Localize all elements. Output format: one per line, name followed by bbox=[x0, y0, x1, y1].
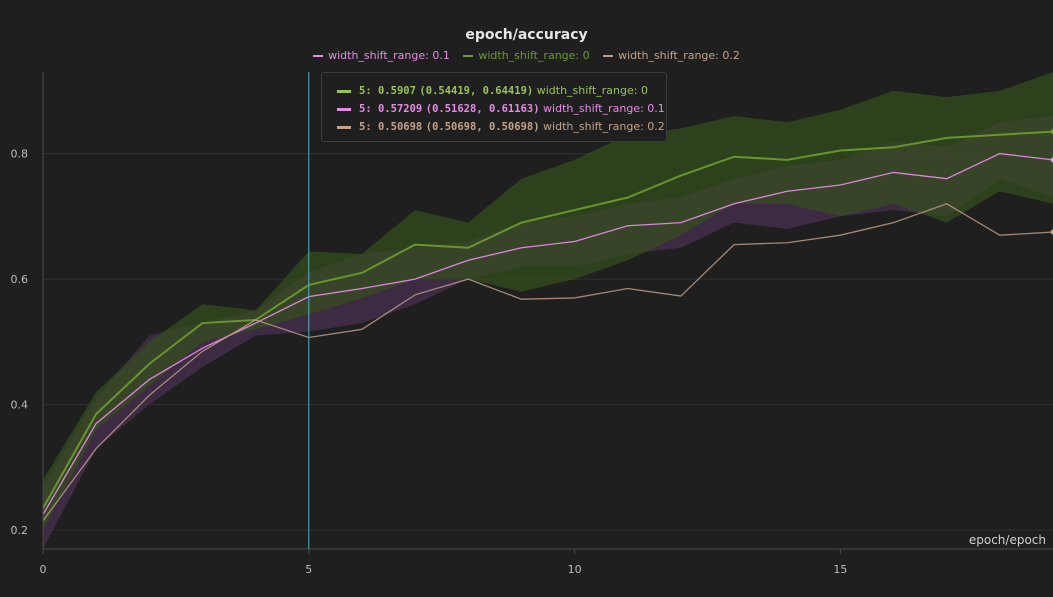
legend-item[interactable]: width_shift_range: 0.1 bbox=[313, 49, 450, 62]
legend-swatch bbox=[603, 55, 614, 57]
y-tick-label: 0.8 bbox=[11, 148, 29, 161]
tooltip-step: 5 bbox=[359, 121, 366, 133]
tooltip-range: (0.51628, 0.61163) bbox=[425, 103, 540, 115]
confidence-band bbox=[43, 115, 1053, 550]
tooltip-row: 5: 0.5907 (0.54419, 0.64419) width_shift… bbox=[337, 84, 648, 97]
tooltip-label: width_shift_range: 0.1 bbox=[543, 102, 665, 115]
tooltip-step: 5 bbox=[359, 85, 366, 97]
x-tick-label: 15 bbox=[833, 563, 847, 576]
y-tick-label: 0.2 bbox=[11, 524, 29, 537]
series-end-point bbox=[1050, 157, 1053, 163]
legend: width_shift_range: 0.1 width_shift_range… bbox=[0, 49, 1053, 62]
legend-swatch bbox=[313, 55, 324, 57]
x-tick-label: 0 bbox=[40, 563, 47, 576]
tooltip-range: (0.54419, 0.64419) bbox=[419, 85, 534, 97]
legend-label: width_shift_range: 0.1 bbox=[328, 49, 450, 62]
series-line bbox=[42, 152, 1053, 515]
tooltip-swatch bbox=[337, 89, 351, 93]
series-end-point bbox=[1050, 129, 1053, 135]
confidence-band bbox=[43, 72, 1053, 531]
y-tick-label: 0.4 bbox=[11, 399, 29, 412]
tooltip-swatch bbox=[337, 125, 351, 129]
tooltip-value: 0.50698 bbox=[377, 121, 423, 133]
series-lines bbox=[42, 129, 1053, 522]
legend-item[interactable]: width_shift_range: 0 bbox=[463, 49, 590, 62]
confidence-bands bbox=[43, 72, 1053, 550]
axes: 0.2 0.4 0.6 0.8 0 5 10 15 bbox=[11, 72, 1053, 576]
tooltip-row: 5: 0.57209 (0.51628, 0.61163) width_shif… bbox=[337, 102, 665, 115]
legend-item[interactable]: width_shift_range: 0.2 bbox=[603, 49, 740, 62]
tooltip-label: width_shift_range: 0 bbox=[536, 84, 648, 97]
tooltip-step: 5 bbox=[359, 103, 366, 115]
legend-label: width_shift_range: 0 bbox=[478, 49, 590, 62]
chart-title: epoch/accuracy bbox=[465, 27, 588, 43]
series-line bbox=[42, 130, 1053, 509]
series-line bbox=[42, 203, 1053, 522]
legend-swatch bbox=[463, 55, 474, 57]
tooltip-range: (0.50698, 0.50698) bbox=[425, 121, 540, 133]
y-tick-label: 0.6 bbox=[11, 273, 29, 286]
x-tick-label: 5 bbox=[305, 563, 312, 576]
tooltip-value: 0.57209 bbox=[377, 103, 423, 115]
x-axis-label: epoch/epoch bbox=[969, 533, 1046, 547]
series-end-point bbox=[1050, 229, 1053, 235]
hover-tooltip: 5: 0.5907 (0.54419, 0.64419) width_shift… bbox=[321, 72, 667, 142]
tooltip-label: width_shift_range: 0.2 bbox=[543, 120, 665, 133]
tooltip-row: 5: 0.50698 (0.50698, 0.50698) width_shif… bbox=[337, 120, 665, 133]
tooltip-swatch bbox=[337, 107, 351, 111]
x-tick-label: 10 bbox=[568, 563, 582, 576]
legend-label: width_shift_range: 0.2 bbox=[618, 49, 740, 62]
tooltip-value: 0.5907 bbox=[377, 85, 416, 97]
